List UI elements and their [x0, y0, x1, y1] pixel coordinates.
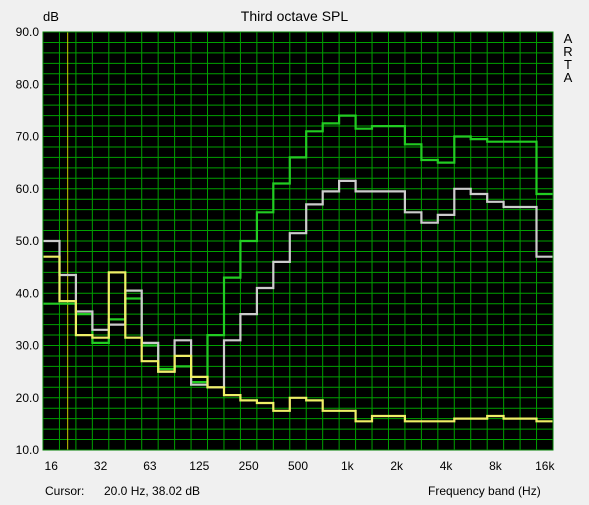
x-tick-label: 4k [440, 459, 454, 470]
x-tick-label: 250 [239, 459, 259, 470]
x-tick-label: 63 [143, 459, 157, 470]
series-line-1 [43, 114, 553, 384]
cursor-label: Cursor: [45, 484, 85, 498]
x-tick-label: 16 [45, 459, 59, 470]
watermark-letter: A [563, 31, 573, 46]
x-axis-label: Frequency band (Hz) [428, 484, 541, 498]
series-line-3 [43, 255, 553, 423]
watermark-letter: A [563, 70, 573, 85]
cursor-readout: 20.0 Hz, 38.02 dB [104, 484, 201, 498]
x-tick-label: 125 [189, 459, 209, 470]
y-tick-label: 70.0 [16, 130, 40, 144]
x-tick-label: 500 [288, 459, 308, 470]
watermark-letter: T [564, 57, 572, 72]
x-tick-label: 32 [94, 459, 108, 470]
chart-title: Third octave SPL [240, 8, 349, 24]
y-tick-label: 10.0 [16, 443, 40, 457]
y-tick-label: 60.0 [16, 182, 40, 196]
y-tick-label: 20.0 [16, 391, 40, 405]
x-tick-label: 2k [390, 459, 404, 470]
watermark-letter: R [563, 44, 573, 59]
spl-plot[interactable]: 90.0 80.0 70.0 60.0 50.0 40.0 30.0 20.0 10.0 16 32… [0, 0, 589, 470]
y-tick-label: 30.0 [16, 339, 40, 353]
y-axis-unit-label: dB [43, 9, 59, 24]
x-tick-label: 8k [489, 459, 503, 470]
x-tick-label: 1k [341, 459, 355, 470]
y-tick-label: 90.0 [16, 25, 40, 39]
y-tick-label: 80.0 [16, 77, 40, 91]
y-tick-label: 40.0 [16, 286, 40, 300]
y-tick-label: 50.0 [16, 234, 40, 248]
plot-border [42, 31, 554, 451]
arta-watermark: A R T A [562, 32, 574, 84]
x-tick-label: 16k [535, 459, 555, 470]
